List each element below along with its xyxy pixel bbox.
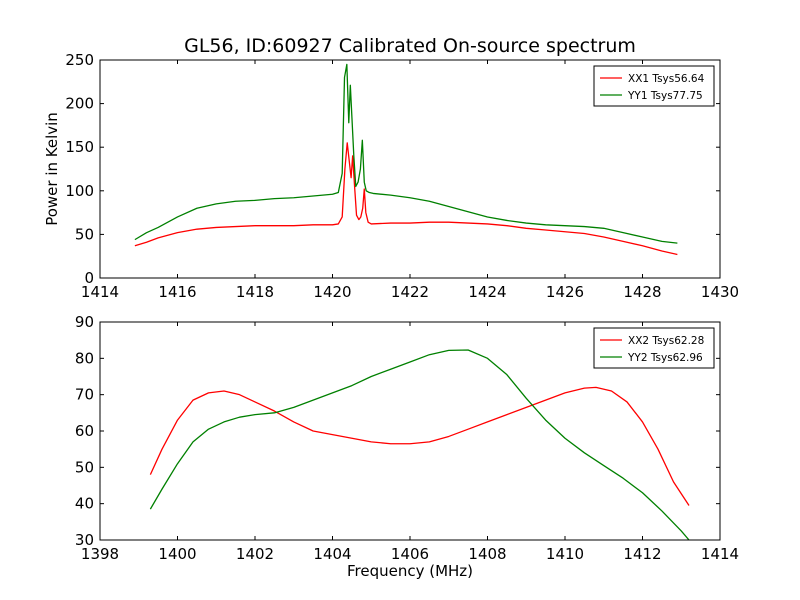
top-series-line-1: [134, 142, 678, 256]
top-x-tick-label: 1426: [546, 283, 584, 301]
x-axis-label-bottom: Frequency (MHz): [347, 562, 473, 580]
top-legend-label: YY1 Tsys77.75: [627, 90, 703, 102]
top-x-tick-label: 1424: [468, 283, 506, 301]
top-x-tick-label: 1430: [701, 283, 739, 301]
top-y-tick-label: 50: [75, 225, 94, 243]
bottom-y-tick-label: 30: [75, 531, 94, 549]
bottom-x-tick-label: 1398: [81, 545, 119, 563]
y-axis-label-top: Power in Kelvin: [43, 112, 61, 226]
bottom-x-tick-label: 1410: [546, 545, 584, 563]
bottom-legend: [593, 327, 715, 369]
top-y-tick-label: 200: [65, 95, 94, 113]
top-y-tick-label: 0: [84, 269, 94, 287]
top-x-tick-label: 1420: [313, 283, 351, 301]
bottom-y-tick-label: 50: [75, 458, 94, 476]
top-series-line-2: [134, 63, 678, 244]
top-legend: [593, 65, 715, 107]
top-y-tick-label: 250: [65, 51, 94, 69]
top-x-tick-label: 1428: [623, 283, 661, 301]
bottom-x-tick-label: 1402: [236, 545, 274, 563]
bottom-y-tick-label: 60: [75, 422, 94, 440]
bottom-x-tick-label: 1400: [158, 545, 196, 563]
bottom-y-tick-label: 80: [75, 349, 94, 367]
top-y-tick-label: 150: [65, 138, 94, 156]
top-panel: 1414 1416 1418 1420 1422 1424 1426 1428 1430 0 50 1…: [65, 51, 739, 301]
top-legend-label: XX1 Tsys56.64: [628, 73, 705, 85]
bottom-legend-label: XX2 Tsys62.28: [628, 335, 704, 347]
bottom-legend-label: YY2 Tsys62.96: [627, 352, 703, 364]
bottom-x-tick-label: 1408: [468, 545, 506, 563]
bottom-y-tick-label: 40: [75, 495, 94, 513]
bottom-x-tick-label: 1412: [623, 545, 661, 563]
bottom-series-line-1: [149, 386, 690, 506]
bottom-x-tick-label: 1414: [701, 545, 739, 563]
bottom-x-tick-label: 1404: [313, 545, 351, 563]
bottom-y-tick-label: 90: [75, 313, 94, 331]
bottom-y-tick-label: 70: [75, 386, 94, 404]
top-x-tick-label: 1418: [236, 283, 274, 301]
top-y-tick-label: 100: [65, 182, 94, 200]
bottom-panel: 1398 1400 1402 1404 1406 1408 1410 1412 1414 30 40…: [75, 313, 739, 563]
top-x-tick-label: 1416: [158, 283, 196, 301]
chart-title: GL56, ID:60927 Calibrated On-source spec…: [184, 35, 636, 57]
top-x-tick-label: 1414: [81, 283, 119, 301]
bottom-series-line-2: [149, 349, 690, 540]
bottom-x-tick-label: 1406: [391, 545, 429, 563]
top-x-tick-label: 1422: [391, 283, 429, 301]
